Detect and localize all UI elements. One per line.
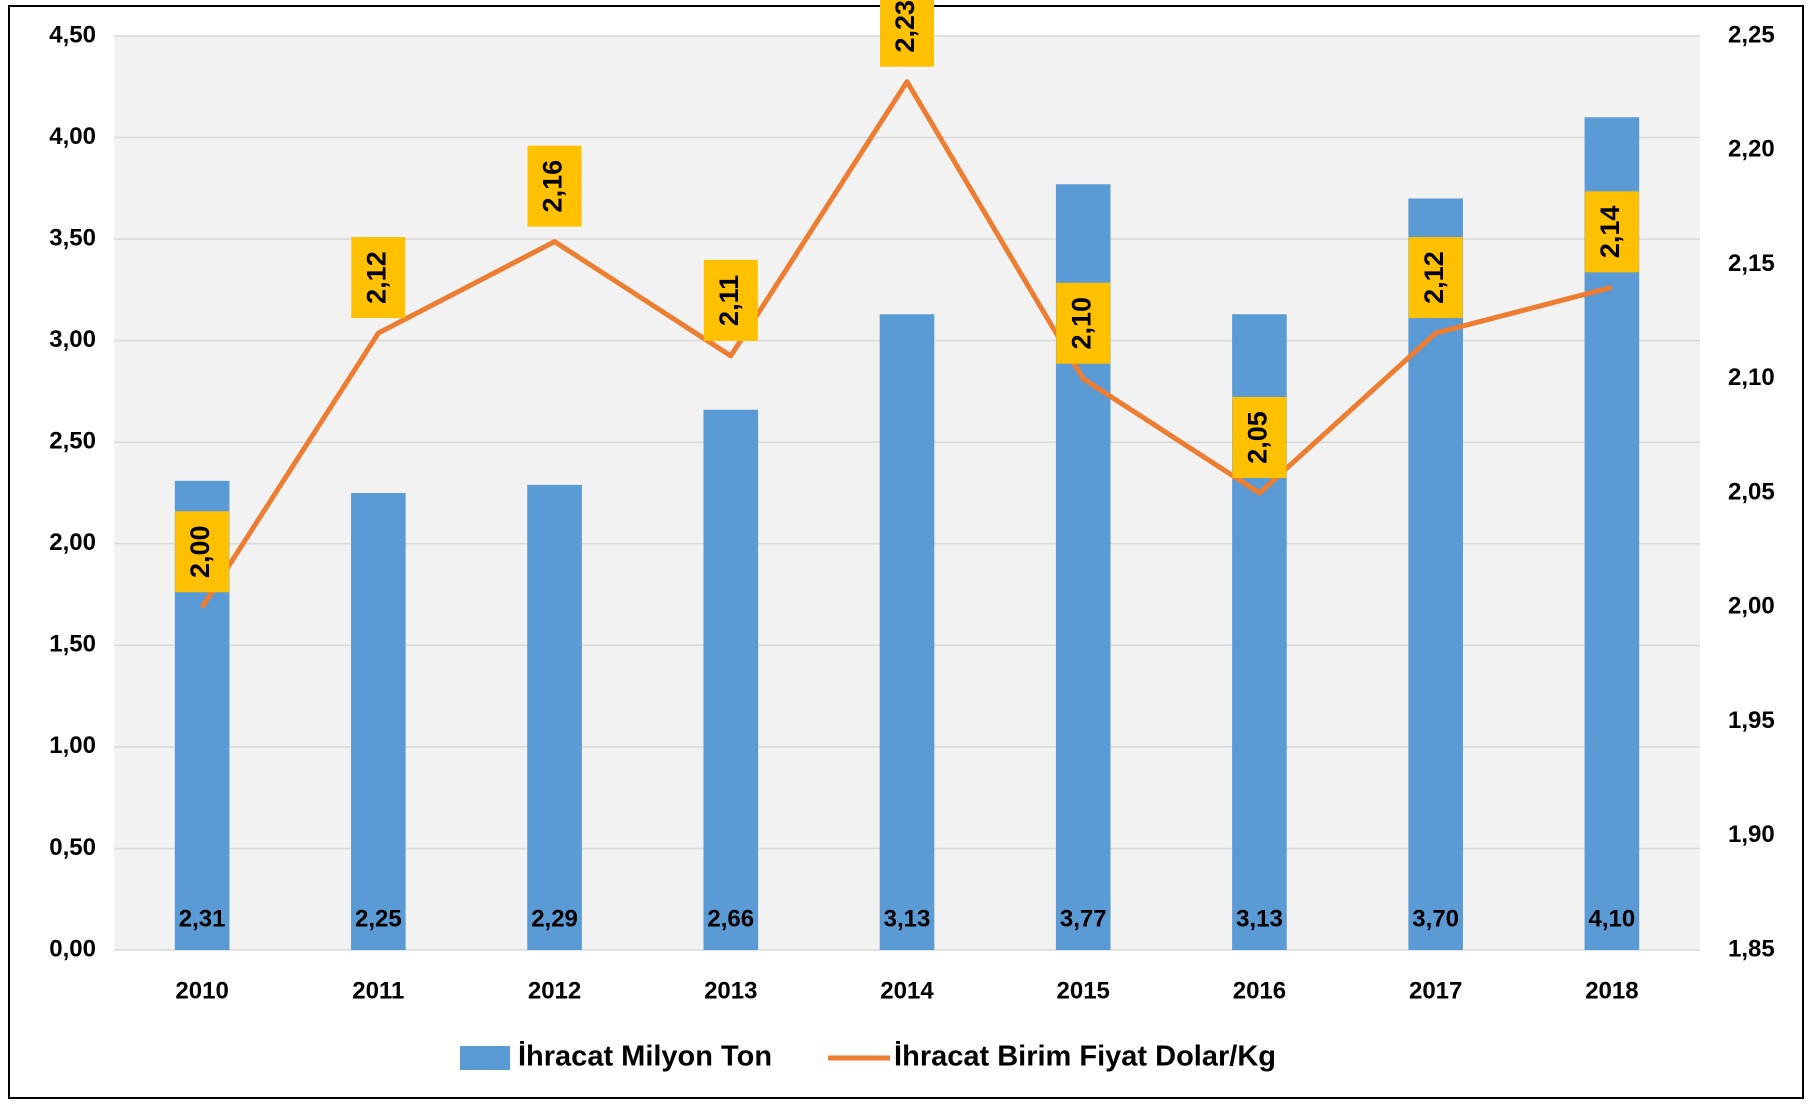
y-tick-label: 2,50	[49, 428, 96, 455]
line-label-box	[1584, 191, 1639, 273]
legend-swatch	[460, 1046, 510, 1070]
x-tick-label: 2010	[175, 977, 228, 1004]
line-label-box	[527, 145, 582, 227]
bar-value-label: 2,66	[707, 905, 754, 932]
x-tick-label: 2018	[1585, 977, 1638, 1004]
y-tick-label: 1,50	[49, 631, 96, 658]
y-tick-label: 1,00	[49, 732, 96, 759]
bar-value-label: 2,31	[179, 905, 226, 932]
y2-tick-label: 2,25	[1728, 21, 1775, 48]
y2-tick-label: 1,85	[1728, 935, 1775, 962]
y-tick-label: 3,00	[49, 326, 96, 353]
bar-value-label: 4,10	[1589, 905, 1636, 932]
x-tick-label: 2012	[528, 977, 581, 1004]
line-label-box	[1408, 237, 1463, 319]
y2-tick-label: 2,20	[1728, 136, 1775, 163]
line-label-box	[1232, 397, 1287, 478]
line-value-label: 2,12	[361, 251, 391, 304]
y-tick-label: 4,50	[49, 21, 96, 48]
line-value-label: 2,14	[1595, 206, 1625, 259]
bar-value-label: 3,70	[1412, 905, 1459, 932]
line-value-label: 2,11	[714, 275, 744, 326]
line-label-box	[1056, 282, 1111, 364]
bar-value-label: 3,13	[884, 905, 931, 932]
bar	[703, 409, 759, 950]
line-value-label: 2,10	[1066, 297, 1096, 350]
bar	[1408, 198, 1463, 950]
y2-tick-label: 1,90	[1728, 821, 1775, 848]
line-label-box	[703, 259, 758, 341]
y-tick-label: 4,00	[49, 123, 96, 150]
legend-label: İhracat Birim Fiyat Dolar/Kg	[894, 1041, 1276, 1073]
line-value-label: 2,00	[185, 525, 215, 578]
legend-label: İhracat Milyon Ton	[518, 1041, 772, 1073]
bar	[879, 314, 935, 950]
line-label-box	[351, 237, 406, 319]
bar-value-label: 2,25	[355, 905, 402, 932]
x-tick-label: 2014	[880, 977, 934, 1004]
x-tick-label: 2016	[1233, 977, 1286, 1004]
x-tick-label: 2017	[1409, 977, 1462, 1004]
bar-value-label: 3,77	[1060, 905, 1107, 932]
line-value-label: 2,23	[890, 0, 920, 52]
y-tick-label: 3,50	[49, 224, 96, 251]
line-value-label: 2,12	[1419, 251, 1449, 304]
y-tick-label: 0,00	[49, 935, 96, 962]
bar	[527, 484, 582, 950]
y2-tick-label: 2,10	[1728, 364, 1775, 391]
y2-tick-label: 2,00	[1728, 593, 1775, 620]
y-tick-label: 2,00	[49, 529, 96, 556]
bar-value-label: 3,13	[1236, 905, 1283, 932]
bar-value-label: 2,29	[531, 905, 578, 932]
bar	[351, 493, 406, 950]
x-tick-label: 2013	[704, 977, 757, 1004]
line-value-label: 2,16	[538, 160, 568, 213]
y2-tick-label: 2,05	[1728, 478, 1775, 505]
line-value-label: 2,05	[1243, 411, 1273, 464]
line	[200, 79, 1613, 609]
y-tick-label: 0,50	[49, 834, 96, 861]
line-label-box	[175, 511, 230, 593]
x-tick-label: 2011	[352, 977, 404, 1004]
x-tick-label: 2015	[1057, 977, 1110, 1004]
y2-tick-label: 1,95	[1728, 707, 1775, 734]
line-label-box	[880, 0, 934, 67]
y2-tick-label: 2,15	[1728, 250, 1775, 277]
